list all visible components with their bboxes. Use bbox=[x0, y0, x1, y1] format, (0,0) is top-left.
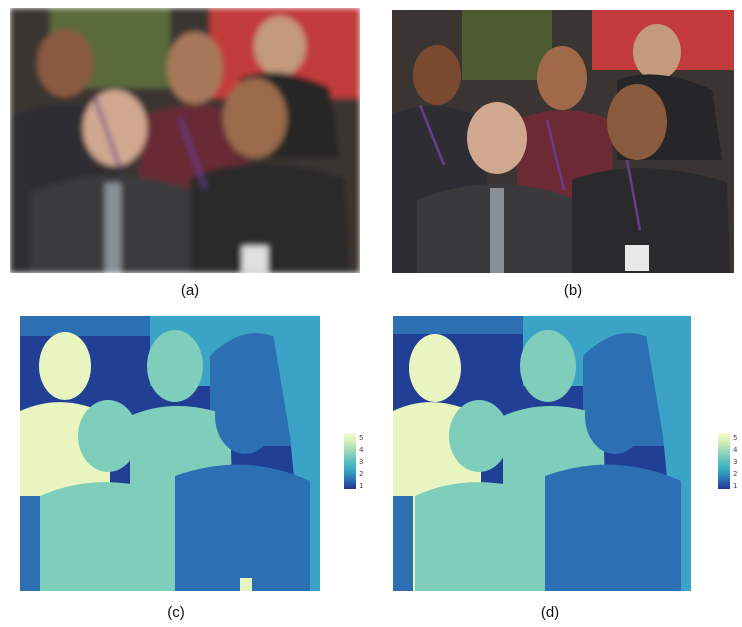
colorbar-d-tick-2: 2 bbox=[733, 470, 738, 478]
depth-map-c bbox=[20, 316, 320, 591]
colorbar-d-tick-1: 1 bbox=[733, 482, 738, 490]
colorbar-c bbox=[344, 433, 356, 489]
colorbar-d bbox=[718, 433, 730, 489]
colorbar-d-tick-3: 3 bbox=[733, 458, 738, 466]
caption-d: (d) bbox=[540, 604, 560, 621]
colorbar-c-gradient bbox=[344, 433, 356, 489]
depth-map-d bbox=[393, 316, 691, 591]
colorbar-d-gradient bbox=[718, 433, 730, 489]
colorbar-c-tick-2: 2 bbox=[359, 470, 364, 478]
photo-b bbox=[392, 10, 734, 273]
caption-c: (c) bbox=[167, 604, 185, 621]
colorbar-c-tick-4: 4 bbox=[359, 446, 364, 454]
colorbar-c-tick-5: 5 bbox=[359, 434, 364, 442]
caption-b: (b) bbox=[563, 282, 583, 299]
panel-a-photo-blurred bbox=[10, 8, 360, 273]
colorbar-c-tick-3: 3 bbox=[359, 458, 364, 466]
photo-a bbox=[10, 8, 360, 273]
caption-a: (a) bbox=[180, 282, 200, 299]
colorbar-d-tick-4: 4 bbox=[733, 446, 738, 454]
colorbar-d-tick-5: 5 bbox=[733, 434, 738, 442]
panel-b-photo-sharp bbox=[392, 10, 734, 273]
panel-c-depth-map bbox=[20, 316, 320, 591]
colorbar-c-tick-1: 1 bbox=[359, 482, 364, 490]
panel-d-depth-map bbox=[393, 316, 691, 591]
